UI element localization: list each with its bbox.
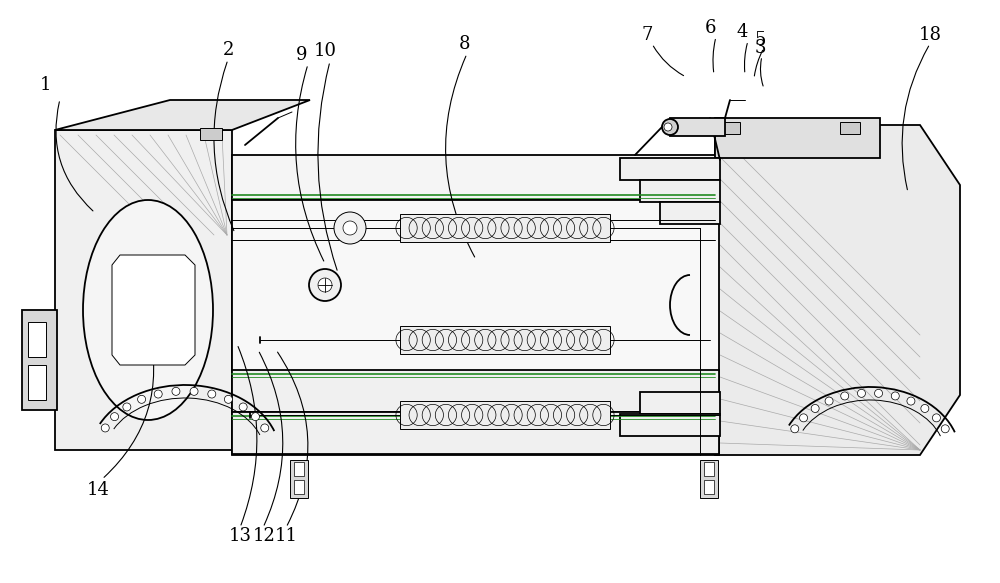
Bar [704, 480, 714, 494]
Text: 10: 10 [314, 43, 336, 60]
Bar [28, 322, 46, 357]
Bar [232, 200, 719, 455]
Bar [294, 462, 304, 476]
Circle shape [101, 424, 109, 432]
Bar [400, 214, 610, 242]
Text: 5: 5 [754, 31, 766, 48]
Bar [232, 155, 719, 200]
Circle shape [907, 397, 915, 405]
Text: 1: 1 [39, 76, 51, 93]
Circle shape [172, 387, 180, 395]
Circle shape [251, 413, 259, 421]
Bar [620, 414, 720, 436]
Text: 9: 9 [296, 47, 308, 64]
Bar [400, 401, 610, 429]
Circle shape [825, 397, 833, 405]
Circle shape [239, 403, 247, 411]
Circle shape [662, 119, 678, 135]
Circle shape [941, 425, 949, 433]
Circle shape [334, 212, 366, 244]
Bar [232, 370, 719, 412]
Circle shape [318, 278, 332, 292]
Bar [28, 365, 46, 400]
Bar [55, 130, 232, 450]
Bar [670, 118, 725, 136]
Polygon shape [715, 125, 960, 455]
Text: 12: 12 [253, 528, 275, 545]
Circle shape [123, 403, 131, 411]
Circle shape [224, 395, 232, 403]
Circle shape [208, 390, 216, 398]
Circle shape [261, 424, 269, 432]
Circle shape [138, 395, 146, 403]
Text: 14: 14 [87, 481, 109, 498]
Circle shape [190, 387, 198, 395]
Bar [290, 460, 308, 498]
Bar [840, 122, 860, 134]
Circle shape [309, 269, 341, 301]
Text: 6: 6 [704, 19, 716, 37]
Text: 18: 18 [918, 26, 942, 44]
Circle shape [921, 405, 929, 412]
Text: 11: 11 [274, 528, 298, 545]
Bar [400, 326, 610, 354]
Bar [200, 128, 222, 140]
Text: 13: 13 [228, 528, 252, 545]
Circle shape [932, 414, 940, 422]
Circle shape [800, 414, 808, 422]
Circle shape [811, 405, 819, 412]
Text: 4: 4 [736, 23, 748, 41]
Circle shape [343, 221, 357, 235]
Bar [700, 460, 718, 498]
Bar [620, 158, 720, 180]
Bar [232, 412, 719, 454]
Text: 7: 7 [641, 26, 653, 44]
Bar [660, 202, 720, 224]
Circle shape [154, 390, 162, 398]
Text: 2: 2 [222, 41, 234, 58]
Bar [640, 392, 720, 414]
Ellipse shape [83, 200, 213, 420]
Bar [720, 122, 740, 134]
Bar [715, 118, 880, 158]
Circle shape [841, 392, 849, 400]
Circle shape [891, 392, 899, 400]
Bar [294, 480, 304, 494]
Circle shape [664, 123, 672, 131]
Bar [640, 180, 720, 202]
Circle shape [791, 425, 799, 433]
Text: 8: 8 [459, 35, 471, 52]
Circle shape [857, 389, 865, 398]
Text: 3: 3 [754, 39, 766, 57]
Bar [704, 462, 714, 476]
Polygon shape [112, 255, 195, 365]
Bar [22, 310, 57, 410]
Polygon shape [55, 100, 310, 130]
Circle shape [875, 389, 883, 398]
Circle shape [111, 413, 119, 421]
